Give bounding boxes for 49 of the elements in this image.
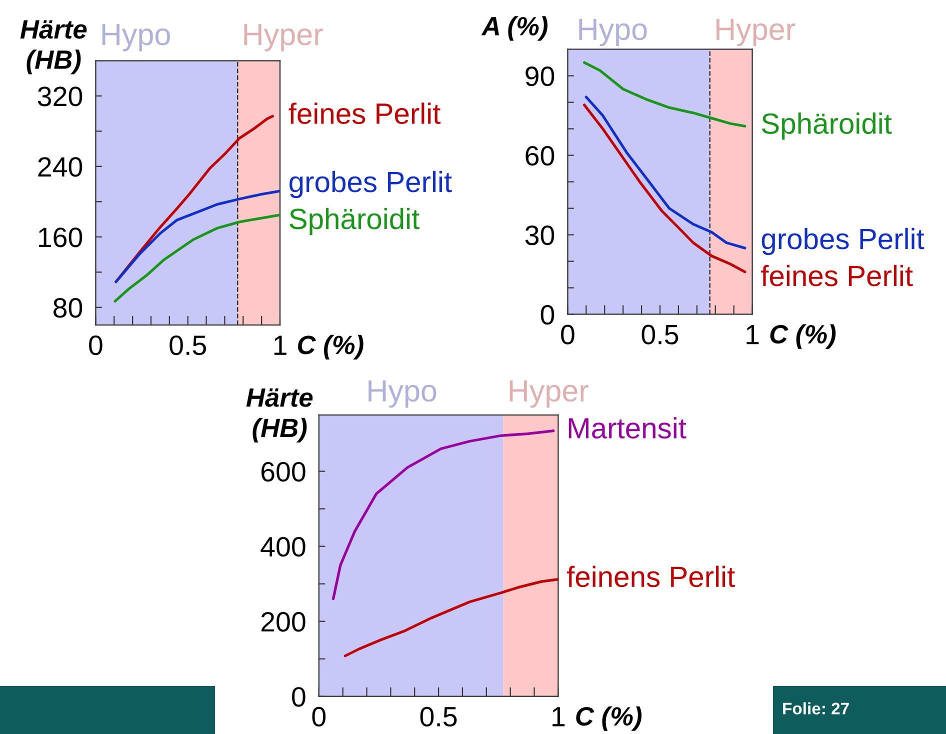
band-label: Hyper (716, 18, 796, 46)
y-tick-label: 30 (525, 225, 554, 246)
y-axis-title: Härte (HB) (20, 20, 87, 74)
y-tick-label: 0 (292, 687, 306, 707)
y-axis-title: A (%) (481, 16, 548, 41)
y-tick-label: 80 (54, 298, 82, 318)
text: Folie: 27 (783, 702, 849, 714)
x-axis-title: C (%) (298, 334, 364, 360)
x-tick-label: 0.5 (170, 335, 206, 356)
x-tick-label: 0.5 (642, 324, 678, 344)
x-tick-label: 1 (274, 336, 286, 355)
x-axis-title: C (%) (576, 706, 642, 731)
x-axis-title: C (%) (770, 324, 836, 349)
x-tick-label: 0 (312, 706, 326, 727)
band-label: Hyper (244, 24, 323, 52)
series-label: grobes Perlit (762, 228, 924, 256)
line-series (582, 61, 746, 128)
y-tick-label: 200 (261, 612, 306, 632)
band-label: Hypo (579, 18, 647, 46)
series-label: feines Perlit (761, 264, 913, 286)
y-tick-label: 400 (260, 536, 306, 557)
x-tick-label: 1 (746, 325, 759, 344)
y-axis-title: Härte (HB) (246, 388, 313, 442)
x-tick-label: 0.5 (420, 706, 457, 727)
y-tick-label: 160 (38, 228, 82, 248)
y-tick-label: 90 (526, 66, 554, 86)
y-tick-label: 60 (526, 146, 554, 166)
series-label: feines Perlit (288, 102, 441, 124)
y-tick-label: 0 (540, 304, 554, 325)
line-series (114, 190, 280, 284)
line-series (114, 214, 280, 303)
line-series (332, 429, 555, 600)
band-label: Hypo (368, 380, 436, 408)
band-label: Hypo (102, 24, 170, 52)
line-series (582, 104, 746, 274)
band-label: Hyper (510, 380, 588, 408)
y-tick-label: 320 (38, 86, 82, 106)
series-label: Sphäroidit (762, 112, 892, 140)
y-tick-label: 240 (38, 157, 82, 177)
line-series (584, 96, 746, 250)
series-label: grobes Perlit (290, 170, 452, 198)
y-tick-label: 600 (261, 462, 306, 482)
x-tick-label: 1 (552, 707, 565, 726)
series-label: feinens Perlit (566, 566, 735, 588)
x-tick-label: 0 (89, 335, 102, 356)
series-label: Martensit (568, 417, 686, 439)
series-label: Sphäroidit (290, 208, 420, 236)
line-series (344, 578, 558, 658)
x-tick-label: 0 (561, 324, 574, 344)
